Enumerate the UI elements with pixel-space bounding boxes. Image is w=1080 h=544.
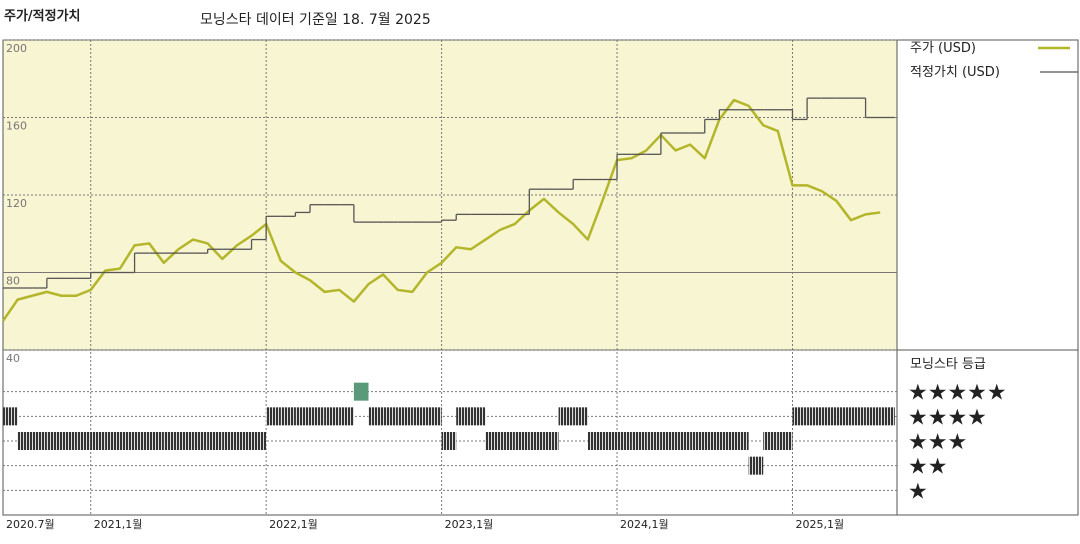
rating-bar bbox=[690, 432, 705, 450]
rating-bar bbox=[880, 407, 895, 426]
rating-bar bbox=[266, 407, 281, 426]
plot-background bbox=[3, 40, 897, 350]
rating-label: ★★★ bbox=[908, 430, 967, 455]
rating-bar bbox=[76, 432, 91, 450]
rating-bar bbox=[149, 432, 164, 450]
rating-bar bbox=[792, 407, 808, 426]
y-tick-label: 120 bbox=[6, 197, 27, 210]
rating-bar bbox=[339, 407, 354, 426]
y-tick-label: 40 bbox=[6, 352, 20, 365]
rating-label: ★★★★★ bbox=[908, 381, 1007, 406]
rating-bar bbox=[105, 432, 120, 450]
price-line bbox=[1, 98, 881, 322]
rating-bar bbox=[236, 432, 252, 450]
rating-bar bbox=[178, 432, 194, 450]
y-tick-label: 80 bbox=[6, 275, 20, 288]
rating-bar bbox=[61, 432, 77, 450]
rating-bar bbox=[17, 432, 33, 450]
rating-bar bbox=[719, 432, 734, 450]
rating-bar bbox=[763, 432, 778, 450]
x-tick-label: 2025,1월 bbox=[795, 518, 844, 531]
rating-label: ★★ bbox=[908, 455, 947, 480]
rating-bar bbox=[90, 432, 106, 450]
rating-bar bbox=[3, 407, 18, 426]
rating-bar bbox=[280, 407, 296, 426]
chart-subtitle: 모닝스타 데이터 기준일 18. 7월 2025 bbox=[200, 12, 431, 28]
x-tick-label: 2022,1월 bbox=[269, 518, 318, 531]
rating-bar bbox=[32, 432, 47, 450]
x-tick-label: 2021,1월 bbox=[94, 518, 143, 531]
rating-bar bbox=[222, 432, 237, 450]
rating-bar bbox=[368, 407, 384, 426]
legend-label: 적정가치 (USD) bbox=[910, 65, 1000, 80]
legend-label: 주가 (USD) bbox=[910, 41, 976, 56]
rating-bar bbox=[353, 382, 369, 401]
rating-bar bbox=[675, 432, 691, 450]
chart-title: 주가/적정가치 bbox=[4, 8, 81, 24]
rating-bar bbox=[485, 432, 501, 450]
rating-bar bbox=[46, 432, 62, 450]
rating-bar bbox=[207, 432, 223, 450]
y-tick-label: 160 bbox=[6, 120, 27, 133]
rating-bar bbox=[426, 407, 442, 426]
rating-bar bbox=[821, 407, 837, 426]
y-tick-label: 200 bbox=[6, 42, 27, 55]
rating-bar bbox=[500, 432, 515, 450]
rating-bar bbox=[529, 432, 544, 450]
rating-title: 모닝스타 등급 bbox=[910, 357, 986, 372]
x-tick-label: 2023,1월 bbox=[445, 518, 494, 531]
rating-bar bbox=[573, 407, 588, 426]
x-tick-label: 2020.7월 bbox=[6, 518, 55, 531]
rating-bar bbox=[660, 432, 676, 450]
rating-bar bbox=[383, 407, 398, 426]
rating-bar bbox=[295, 407, 311, 426]
rating-bar bbox=[514, 432, 530, 450]
rating-bar bbox=[646, 432, 661, 450]
rating-bar bbox=[251, 432, 267, 450]
rating-bar bbox=[558, 407, 574, 426]
rating-bar bbox=[412, 407, 427, 426]
rating-bar bbox=[441, 432, 457, 450]
rating-bar bbox=[631, 432, 647, 450]
rating-bar bbox=[704, 432, 720, 450]
rating-bar bbox=[456, 407, 471, 426]
rating-bar bbox=[543, 432, 559, 450]
rating-bar bbox=[163, 432, 179, 450]
rating-bar bbox=[865, 407, 881, 426]
rating-bar bbox=[807, 407, 822, 426]
rating-bar bbox=[470, 407, 486, 426]
rating-bar bbox=[134, 432, 150, 450]
rating-bar bbox=[587, 432, 603, 450]
rating-bar bbox=[734, 432, 749, 450]
rating-bar bbox=[397, 407, 413, 426]
rating-bar bbox=[324, 407, 340, 426]
rating-bar bbox=[850, 407, 866, 426]
rating-bar bbox=[602, 432, 618, 450]
rating-bar bbox=[748, 456, 764, 475]
rating-bar bbox=[310, 407, 325, 426]
rating-bar bbox=[617, 432, 632, 450]
rating-bar bbox=[119, 432, 135, 450]
rating-label: ★★★★ bbox=[908, 405, 987, 430]
rating-label: ★ bbox=[908, 479, 928, 504]
rating-bar bbox=[777, 432, 793, 450]
rating-bar bbox=[193, 432, 208, 450]
x-tick-label: 2024,1월 bbox=[620, 518, 669, 531]
rating-bar bbox=[836, 407, 851, 426]
